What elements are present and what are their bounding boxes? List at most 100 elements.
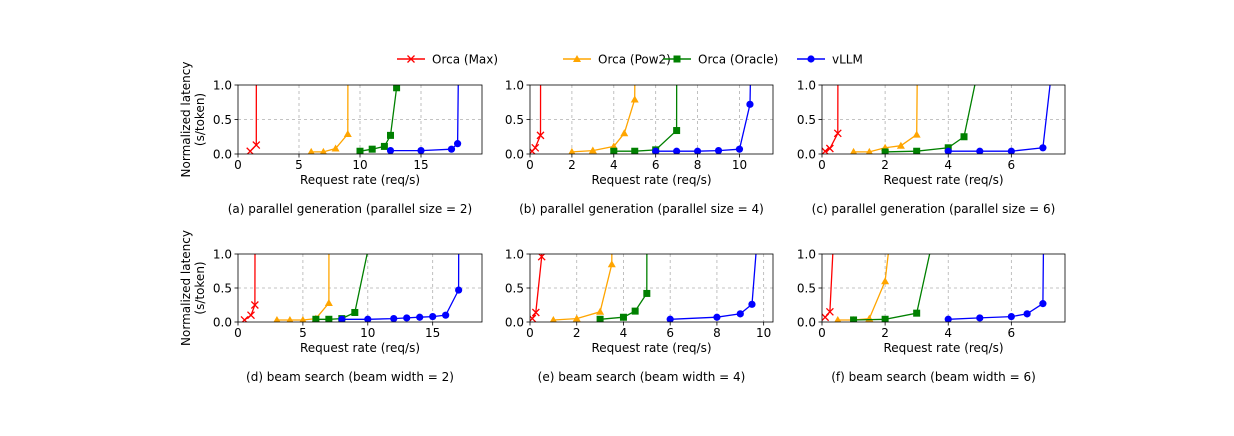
y-tick-label: 1.0 [797,248,816,262]
data-point [643,289,651,297]
plot-area [822,254,1047,322]
data-point [549,315,557,322]
y-tick-label: 0.0 [505,148,524,162]
data-point [609,142,618,150]
data-point [531,308,540,317]
series-line [531,254,543,319]
data-point [713,313,721,321]
y-axis-label: Normalized latency(s/token) [179,230,207,346]
series-line [885,85,976,153]
data-point [693,147,702,154]
series-line [249,85,257,152]
x-axis-label: Request rate (req/s) [883,341,1003,355]
y-tick-label: 0.5 [797,282,816,296]
data-point [568,147,576,154]
data-point [307,147,315,154]
series-line [571,85,636,153]
legend-marker-square [673,55,681,63]
data-point [429,312,437,321]
data-point [368,145,376,153]
subplot-d: 0 5 10 15 0.0 0.5 1.0 Request rate (req/s) Norma… [179,230,483,384]
data-point [351,308,359,316]
y-tick-label: 0.0 [213,148,232,162]
series-line [613,85,678,152]
subplot-a: 0 5 10 15 0.0 0.5 1.0 Request rate (req/s) Norma… [179,62,483,216]
y-tick-label: 1.0 [505,79,524,93]
x-tick-label: 6 [652,158,660,172]
data-point [325,315,333,322]
data-point [442,311,450,319]
data-point [531,143,540,152]
y-tick-label: 1.0 [213,79,232,93]
x-tick-label: 15 [425,326,440,340]
subplot-e: 0 2 4 6 8 10 0.0 0.5 1.0 Request rate (req/s) (e) … [505,248,774,384]
data-point [572,314,581,322]
x-tick-label: 0 [526,326,534,340]
x-tick-label: 0 [234,158,242,172]
data-point [403,314,411,322]
data-point [913,147,921,154]
data-point [865,314,874,322]
series-line [853,85,918,153]
data-point [748,300,756,308]
data-point [596,307,605,315]
legend-marker-circle [807,55,815,63]
axes-frame [237,253,483,323]
x-tick-label: 2 [881,326,889,340]
data-point [714,146,723,154]
data-point [343,129,352,137]
x-tick-label: 0 [818,326,826,340]
data-point [319,147,327,154]
x-tick-label: 4 [944,158,952,172]
data-point [1007,147,1015,154]
y-tick-label: 0.5 [505,282,524,296]
subplot-b: 0 2 4 6 8 10 0.0 0.5 1.0 Request rate (req/s) (b) … [505,79,774,216]
x-tick-label: 8 [694,158,702,172]
data-point [536,131,545,140]
series-line [948,254,1045,320]
y-axis-label-line: (s/token) [193,261,207,314]
x-tick-label: 15 [413,158,428,172]
data-point [746,100,754,108]
data-point [356,147,364,154]
y-axis-label-line: Normalized latency [179,230,193,346]
y-tick-label: 1.0 [213,248,232,262]
data-point [976,314,984,322]
data-point [834,315,842,322]
data-point [944,147,952,154]
data-point [673,147,681,154]
y-axis-label-line: (s/token) [193,93,207,146]
series-line [655,85,751,152]
data-point [393,85,401,92]
data-point [246,147,255,154]
x-tick-label: 10 [352,158,367,172]
series-line [837,254,889,321]
y-tick-label: 0.5 [213,113,232,127]
x-tick-label: 0 [526,158,534,172]
data-point [252,141,261,149]
x-axis-label: Request rate (req/s) [591,341,711,355]
data-point [850,316,858,322]
x-tick-label: 0 [234,326,242,340]
x-tick-label: 4 [944,326,952,340]
plot-area [240,254,463,322]
data-point [286,315,294,322]
data-point [666,315,674,322]
axes-frame [821,84,1066,155]
data-point [825,307,834,316]
data-point [250,301,259,309]
data-point [338,315,346,322]
legend-marker-x [407,55,415,63]
y-tick-label: 0.5 [213,282,232,296]
series-line [600,254,648,320]
x-tick-label: 2 [573,326,581,340]
data-point [865,147,873,154]
subplot-caption: (c) parallel generation (parallel size =… [812,202,1056,216]
data-point [247,311,255,320]
x-tick-label: 8 [713,326,721,340]
plot-area [822,85,1051,154]
data-point [1023,310,1031,318]
data-point [1007,312,1015,321]
data-point [631,307,639,315]
data-point [833,129,842,138]
